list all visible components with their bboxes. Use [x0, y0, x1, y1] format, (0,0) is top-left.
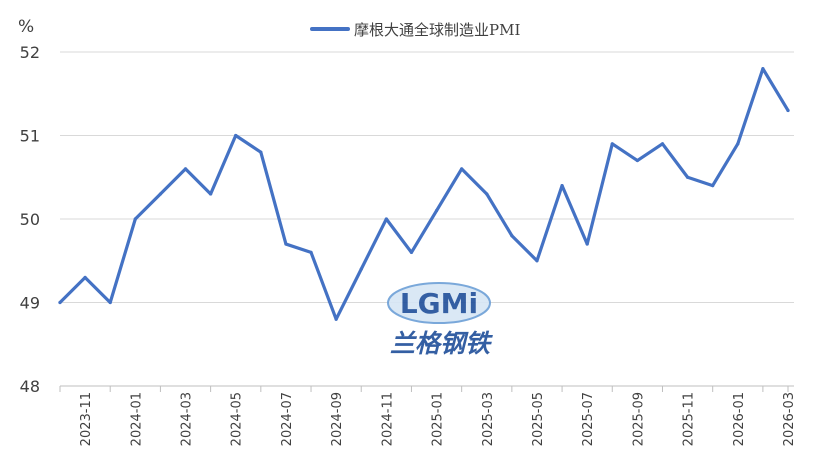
x-axis [59, 385, 794, 392]
series-group [58, 67, 790, 321]
logo-text: LGMi [400, 287, 478, 320]
data-point [359, 267, 363, 271]
y-tick-labels: 48 49 50 51 52 [20, 43, 40, 396]
data-point [535, 259, 539, 263]
logo-ellipse [387, 282, 491, 324]
data-point [58, 300, 62, 305]
data-point [234, 133, 238, 138]
data-point [485, 192, 489, 196]
data-point [660, 142, 665, 146]
x-tick-label: 2026-03 [782, 392, 797, 446]
x-tick-label: 2025-01 [431, 392, 446, 446]
data-point [510, 234, 514, 238]
data-point [259, 150, 263, 154]
grid-lines [60, 51, 794, 303]
x-tick-label: 2024-03 [180, 392, 195, 446]
x-tick-label: 2024-05 [230, 392, 245, 446]
y-tick-label: 50 [20, 210, 40, 229]
legend-label: 摩根大通全球制造业PMI [354, 21, 520, 39]
data-point [610, 142, 614, 146]
x-tick-label: 2024-01 [129, 392, 144, 446]
x-tick-label: 2024-09 [330, 392, 345, 446]
series-line-0 [58, 67, 790, 321]
data-point [209, 192, 213, 196]
watermark-logo: LGMi 兰格钢铁 [387, 282, 493, 358]
x-tick-label: 2023-11 [79, 392, 94, 446]
x-tick-label: 2025-03 [481, 392, 496, 446]
data-point [384, 217, 388, 221]
x-tick-label: 2025-09 [631, 392, 646, 446]
data-point [635, 158, 639, 163]
data-point [736, 142, 740, 146]
data-point [83, 275, 87, 280]
x-tick-labels: 2023-11 2024-01 2024-03 2024-05 2024-07 2024-… [79, 392, 797, 446]
x-tick-label: 2025-11 [682, 392, 697, 446]
y-unit-label: % [18, 17, 34, 37]
data-point [108, 300, 112, 305]
data-point [685, 175, 690, 179]
x-tick-label: 2025-05 [531, 392, 546, 446]
brand-name: 兰格钢铁 [390, 329, 493, 358]
data-point [309, 250, 313, 254]
x-tick-label: 2024-11 [380, 392, 395, 446]
data-point [460, 167, 464, 171]
data-point [560, 184, 564, 188]
data-point [158, 192, 163, 196]
data-point [183, 167, 188, 171]
data-point [133, 217, 137, 221]
x-tick-label: 2024-07 [280, 392, 295, 446]
y-tick-label: 49 [20, 294, 40, 313]
data-point [786, 108, 790, 113]
y-tick-label: 51 [20, 127, 40, 146]
y-tick-label: 52 [20, 43, 40, 62]
data-point [434, 209, 439, 213]
data-point [585, 242, 589, 246]
x-tick-label: 2026-01 [732, 392, 747, 446]
y-tick-label: 48 [20, 377, 40, 396]
x-tick-label: 2025-07 [581, 392, 596, 446]
data-point [334, 317, 338, 321]
data-point [761, 67, 765, 71]
legend: 摩根大通全球制造业PMI [310, 21, 520, 39]
data-point [409, 250, 414, 254]
data-point [711, 184, 715, 188]
data-point [284, 242, 288, 246]
